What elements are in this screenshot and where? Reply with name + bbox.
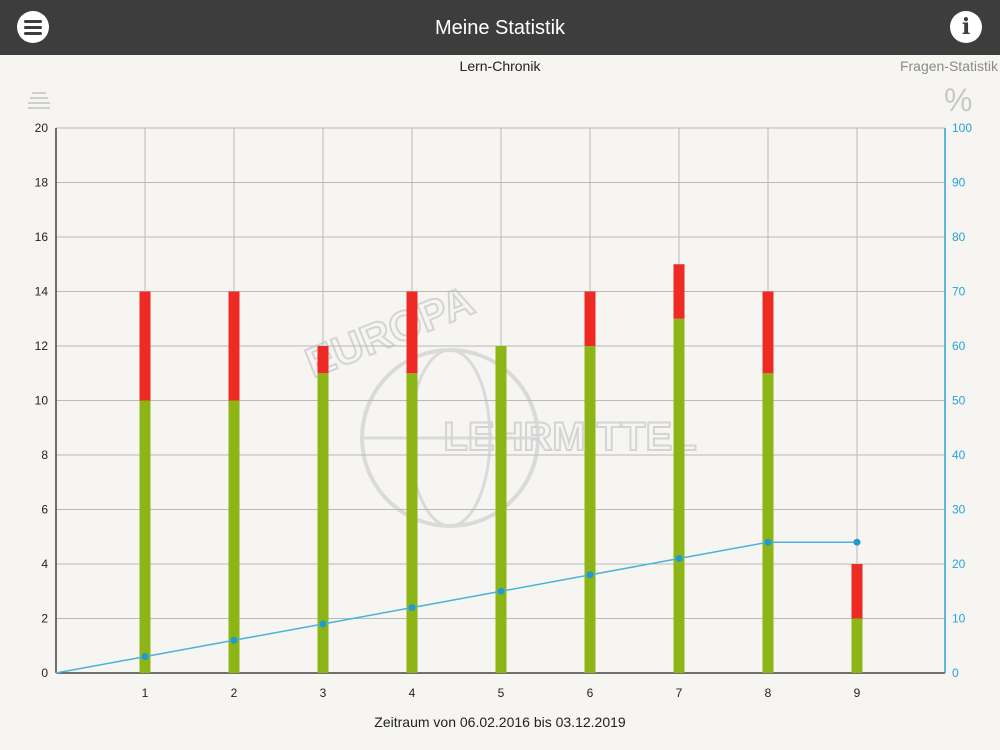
y-tick-label: 0	[41, 666, 48, 680]
y-tick-label: 12	[35, 339, 49, 353]
progress-point	[764, 538, 772, 546]
bar-correct	[317, 373, 329, 673]
x-tick-label: 4	[409, 686, 416, 700]
percent-icon[interactable]: %	[944, 82, 973, 118]
info-icon[interactable]: i	[950, 11, 982, 43]
x-axis-title: Zeitraum von 06.02.2016 bis 03.12.2019	[374, 714, 626, 730]
progress-point	[230, 636, 238, 644]
page-title: Meine Statistik	[434, 17, 566, 39]
chart: EUROPALEHRMITTEL024681012141618200102030…	[35, 121, 973, 700]
progress-point	[853, 538, 861, 546]
y2-tick-label: 50	[952, 394, 966, 408]
y2-tick-label: 90	[952, 176, 966, 190]
x-tick-label: 7	[676, 686, 683, 700]
bar-correct	[673, 318, 685, 673]
y-tick-label: 4	[41, 557, 48, 571]
progress-point	[141, 653, 149, 661]
y-tick-label: 10	[35, 394, 49, 408]
y-tick-label: 14	[35, 285, 49, 299]
progress-point	[497, 587, 505, 595]
bar-correct	[584, 346, 596, 673]
y2-tick-label: 60	[952, 339, 966, 353]
y2-tick-label: 0	[952, 666, 959, 680]
y-tick-label: 6	[41, 503, 48, 517]
bar-wrong	[673, 264, 685, 319]
bar-wrong	[851, 564, 863, 619]
y2-tick-label: 30	[952, 503, 966, 517]
bar-correct	[495, 346, 507, 673]
y-tick-label: 16	[35, 230, 49, 244]
y2-tick-label: 100	[952, 121, 972, 135]
y-tick-label: 2	[41, 612, 48, 626]
bar-wrong	[139, 291, 151, 401]
progress-point	[408, 604, 416, 612]
y2-tick-label: 10	[952, 612, 966, 626]
bar-wrong	[762, 291, 774, 374]
tab-fragen-statistik[interactable]: Fragen-Statistik	[899, 58, 998, 74]
progress-point	[586, 571, 594, 579]
bar-correct	[228, 400, 240, 673]
tab-lern-chronik[interactable]: Lern-Chronik	[459, 58, 541, 74]
y-tick-label: 20	[35, 121, 49, 135]
x-tick-label: 9	[854, 686, 861, 700]
watermark-text-bottom: LEHRMITTEL	[443, 415, 696, 459]
x-tick-label: 1	[142, 686, 149, 700]
top-app-bar: Meine Statistik i	[0, 0, 1000, 55]
y2-tick-label: 20	[952, 557, 966, 571]
bar-wrong	[584, 291, 596, 346]
bar-wrong	[228, 291, 240, 401]
bar-wrong	[317, 346, 329, 374]
x-tick-label: 5	[498, 686, 505, 700]
bar-correct	[851, 618, 863, 673]
x-tick-label: 6	[587, 686, 594, 700]
x-tick-label: 2	[231, 686, 238, 700]
list-icon[interactable]	[28, 92, 50, 109]
x-tick-label: 3	[320, 686, 327, 700]
y2-tick-label: 40	[952, 448, 966, 462]
progress-line	[55, 541, 857, 674]
bar-wrong	[406, 291, 418, 374]
hamburger-menu-icon[interactable]	[17, 11, 49, 43]
y2-tick-label: 80	[952, 230, 966, 244]
y-tick-label: 8	[41, 448, 48, 462]
progress-point	[319, 620, 327, 628]
y2-tick-label: 70	[952, 285, 966, 299]
bar-correct	[762, 373, 774, 673]
bar-correct	[406, 373, 418, 673]
progress-point	[675, 555, 683, 563]
bar-correct	[139, 400, 151, 673]
y-tick-label: 18	[35, 176, 49, 190]
x-tick-label: 8	[765, 686, 772, 700]
